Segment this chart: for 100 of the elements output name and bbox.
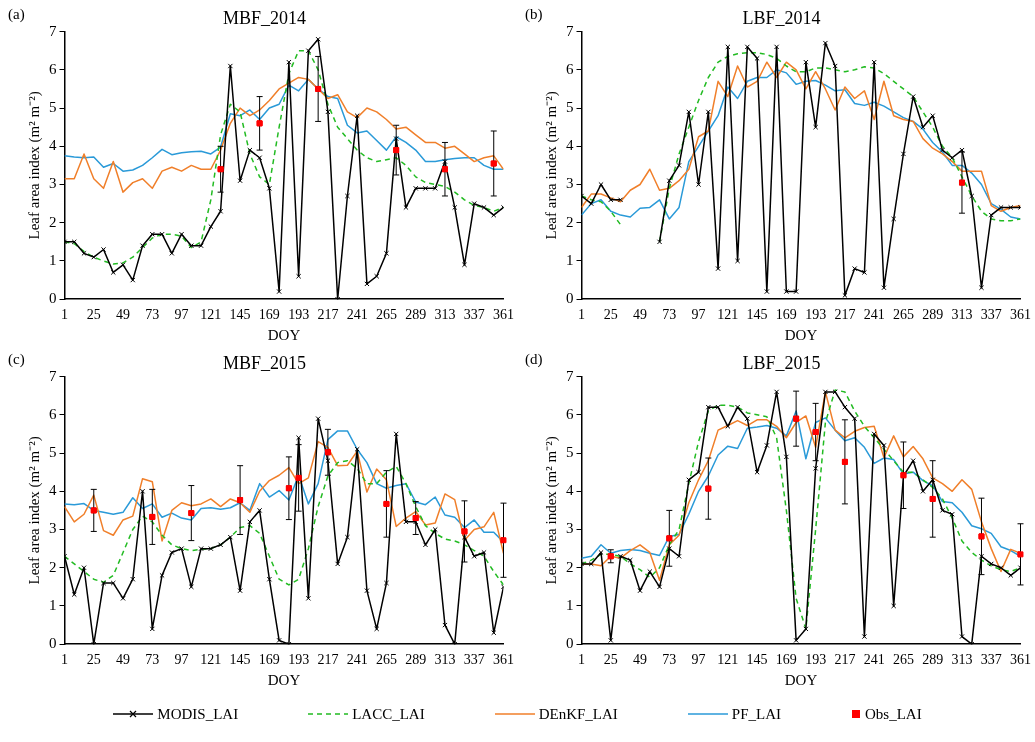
x-axis-title: DOY [784,671,818,688]
x-tick-label: 73 [662,652,677,668]
y-tick-label: 3 [566,175,574,192]
y-tick-label: 0 [49,635,57,652]
y-tick-label: 4 [566,482,574,499]
y-tick-label: 7 [49,22,57,39]
x-tick-label: 121 [717,652,739,668]
x-tick-label: 49 [633,307,648,323]
x-tick-label: 97 [174,307,189,323]
x-tick-label: 265 [892,307,914,323]
y-axis-title: Leaf area index (m² m⁻²) [25,436,43,585]
x-tick-label: 121 [200,307,222,323]
x-tick-label: 169 [258,652,280,668]
x-tick-label: 337 [463,307,485,323]
x-tick-label: 265 [375,652,397,668]
y-tick-label: 2 [566,213,574,230]
y-tick-label: 5 [566,443,574,460]
x-tick-label: 73 [145,652,160,668]
x-tick-label: 193 [805,307,827,323]
text: (d) [525,351,543,369]
x-tick-label: 97 [691,652,706,668]
y-tick-label: 2 [49,558,57,575]
x-tick-label: 73 [662,307,677,323]
y-tick-label: 5 [566,98,574,115]
chart-title: LBF_2015 [742,352,821,373]
y-tick-label: 6 [49,405,57,422]
x-tick-label: 169 [775,307,797,323]
legend-label: MODIS_LAI [157,705,239,723]
x-tick-label: 289 [922,652,944,668]
x-tick-label: 169 [775,652,797,668]
x-axis-title: DOY [784,326,818,343]
x-tick-label: 97 [174,652,189,668]
text: (c) [8,351,25,369]
y-tick-label: 7 [49,367,57,384]
x-tick-label: 1 [61,652,68,668]
x-tick-label: 361 [493,307,514,323]
x-tick-label: 337 [463,652,485,668]
x-tick-label: 193 [288,652,310,668]
y-tick-label: 7 [566,367,574,384]
text: (a) [8,6,25,24]
x-axis-title: DOY [267,671,301,688]
x-tick-label: 121 [717,307,739,323]
y-tick-label: 3 [566,520,574,537]
x-tick-label: 289 [405,652,427,668]
y-tick-label: 5 [49,98,57,115]
x-tick-label: 241 [863,652,885,668]
x-tick-label: 49 [116,652,131,668]
chart-title: LBF_2014 [742,7,821,28]
x-tick-label: 97 [691,307,706,323]
x-tick-label: 145 [229,652,251,668]
x-tick-label: 337 [980,652,1002,668]
y-axis-title: Leaf area index (m² m⁻²) [25,91,43,240]
text: (b) [525,6,543,24]
legend-label: DEnKF_LAI [538,705,618,723]
x-tick-label: 49 [116,307,131,323]
y-tick-label: 1 [49,251,57,268]
x-tick-label: 25 [86,652,101,668]
y-tick-label: 5 [49,443,57,460]
x-tick-label: 217 [317,652,339,668]
x-tick-label: 361 [1010,652,1031,668]
y-tick-label: 2 [566,558,574,575]
x-tick-label: 289 [922,307,944,323]
x-tick-label: 25 [603,652,618,668]
x-tick-label: 25 [603,307,618,323]
x-tick-label: 361 [1010,307,1031,323]
legend-label: LACC_LAI [352,705,425,723]
x-tick-label: 49 [633,652,648,668]
x-tick-label: 145 [746,307,768,323]
x-tick-label: 313 [434,307,456,323]
x-tick-label: 1 [61,307,68,323]
y-tick-label: 7 [566,22,574,39]
x-tick-label: 265 [892,652,914,668]
x-tick-label: 217 [834,307,856,323]
y-axis-title: Leaf area index (m² m⁻²) [542,436,560,585]
x-tick-label: 289 [405,307,427,323]
chart-title: MBF_2015 [222,352,307,373]
y-tick-label: 1 [566,251,574,268]
y-tick-label: 0 [566,290,574,307]
x-tick-label: 313 [951,307,973,323]
y-tick-label: 3 [49,520,57,537]
chart-title: MBF_2014 [222,7,307,28]
x-tick-label: 313 [951,652,973,668]
legend-label: PF_LAI [731,705,782,723]
y-tick-label: 4 [49,482,57,499]
x-tick-label: 217 [834,652,856,668]
legend-label: Obs_LAI [865,705,922,723]
y-axis-title: Leaf area index (m² m⁻²) [542,91,560,240]
y-tick-label: 6 [566,405,574,422]
y-tick-label: 3 [49,175,57,192]
x-axis-title: DOY [267,326,301,343]
x-tick-label: 1 [578,307,585,323]
x-tick-label: 193 [288,307,310,323]
x-tick-label: 313 [434,652,456,668]
x-tick-label: 193 [805,652,827,668]
x-tick-label: 121 [200,652,222,668]
x-tick-label: 145 [746,652,768,668]
x-tick-label: 217 [317,307,339,323]
x-tick-label: 241 [346,652,368,668]
x-tick-label: 241 [863,307,885,323]
x-tick-label: 337 [980,307,1002,323]
